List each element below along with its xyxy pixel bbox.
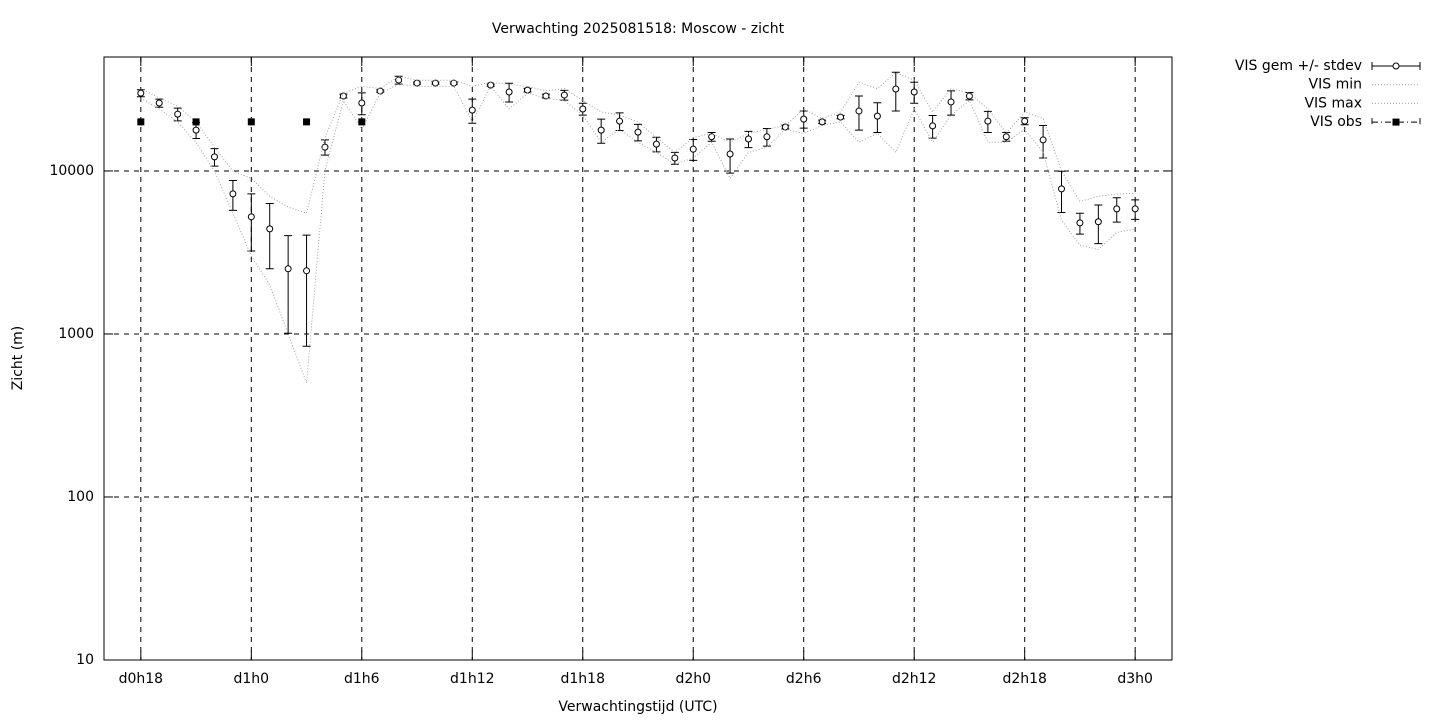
- x-tick-label: d2h6: [786, 671, 822, 687]
- error-bar: [302, 234, 311, 347]
- mean-point: [929, 122, 937, 130]
- x-tick-label: d2h12: [892, 671, 936, 687]
- mean-point: [155, 99, 163, 107]
- mean-point: [855, 107, 863, 115]
- y-axis-label: Zicht (m): [10, 326, 26, 391]
- mean-point: [192, 126, 200, 134]
- mean-point: [597, 126, 605, 134]
- mean-point: [837, 113, 845, 121]
- mean-point: [984, 117, 992, 125]
- mean-point: [708, 133, 716, 141]
- mean-point: [781, 123, 789, 131]
- mean-point: [873, 112, 881, 120]
- plot-border: [103, 56, 1173, 661]
- x-tick-label: d1h18: [561, 671, 605, 687]
- mean-point: [892, 85, 900, 93]
- error-bar: [284, 235, 293, 334]
- mean-point: [616, 117, 624, 125]
- mean-point: [560, 91, 568, 99]
- legend-sample: [1392, 118, 1400, 126]
- legend-sample: [1371, 118, 1421, 127]
- y-tick-label: 10: [76, 652, 94, 668]
- x-tick-label: d1h12: [450, 671, 494, 687]
- legend-label: VIS obs: [1310, 114, 1362, 130]
- legend-label: VIS max: [1304, 95, 1362, 111]
- error-bar: [265, 203, 274, 270]
- mean-point: [358, 99, 366, 107]
- mean-point: [818, 118, 826, 126]
- mean-point: [266, 225, 274, 233]
- x-axis-label: Verwachtingstijd (UTC): [558, 699, 717, 715]
- mean-point: [1021, 117, 1029, 125]
- mean-point: [376, 87, 384, 95]
- mean-point: [284, 265, 292, 273]
- y-tick-label: 1000: [58, 326, 94, 342]
- mean-point: [800, 115, 808, 123]
- mean-point: [1113, 205, 1121, 213]
- mean-point: [413, 79, 421, 87]
- mean-point: [137, 89, 145, 97]
- x-tick-label: d2h0: [675, 671, 711, 687]
- mean-point: [450, 79, 458, 87]
- obs-point: [303, 118, 311, 126]
- mean-point: [524, 86, 532, 94]
- mean-point: [634, 128, 642, 136]
- mean-point: [229, 190, 237, 198]
- obs-point: [247, 118, 255, 126]
- mean-point: [1094, 218, 1102, 226]
- mean-point: [1058, 185, 1066, 193]
- mean-point: [652, 140, 660, 148]
- mean-point: [174, 110, 182, 118]
- mean-point: [247, 213, 255, 221]
- obs-point: [137, 118, 145, 126]
- x-tick-label: d1h6: [344, 671, 380, 687]
- mean-point: [910, 88, 918, 96]
- y-tick-label: 100: [67, 489, 94, 505]
- obs-point: [192, 118, 200, 126]
- mean-point: [671, 154, 679, 162]
- x-tick-label: d3h0: [1117, 671, 1153, 687]
- legend-sample: [1392, 62, 1400, 70]
- x-tick-label: d1h0: [234, 671, 270, 687]
- mean-point: [431, 79, 439, 87]
- mean-point: [947, 98, 955, 106]
- mean-point: [1039, 136, 1047, 144]
- mean-point: [1076, 219, 1084, 227]
- legend-label: VIS min: [1309, 77, 1362, 93]
- mean-point: [579, 105, 587, 113]
- mean-point: [468, 106, 476, 114]
- y-tick-label: 10000: [49, 163, 94, 179]
- mean-point: [744, 135, 752, 143]
- mean-point: [965, 92, 973, 100]
- mean-point: [339, 92, 347, 100]
- mean-point: [726, 150, 734, 158]
- obs-point: [358, 118, 366, 126]
- x-tick-label: d0h18: [119, 671, 163, 687]
- mean-point: [1002, 133, 1010, 141]
- mean-point: [689, 145, 697, 153]
- mean-point: [505, 88, 513, 96]
- mean-point: [1131, 205, 1139, 213]
- chart-title: Verwachting 2025081518: Moscow - zicht: [492, 21, 785, 37]
- mean-point: [210, 153, 218, 161]
- x-tick-label: d2h18: [1002, 671, 1046, 687]
- legend-label: VIS gem +/- stdev: [1235, 58, 1362, 74]
- mean-point: [303, 267, 311, 275]
- mean-point: [395, 76, 403, 84]
- mean-point: [763, 133, 771, 141]
